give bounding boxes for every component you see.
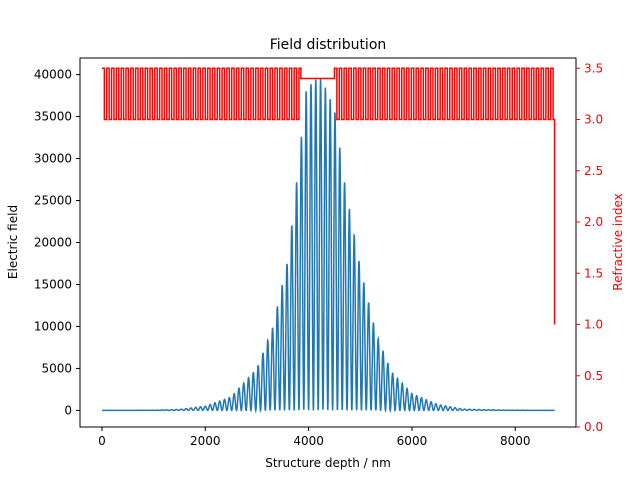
x-tick-label: 0	[98, 434, 106, 448]
left-y-axis-ticks: 0 5000 10000 15000 20000 25000 30000 35000 40000	[34, 68, 80, 417]
right-y-tick-label: 2.5	[584, 164, 603, 178]
left-y-tick-label: 10000	[34, 319, 72, 333]
right-y-tick-label: 1.5	[584, 266, 603, 280]
right-y-tick-label: 0.5	[584, 369, 603, 383]
x-axis-label: Structure depth / nm	[265, 456, 391, 470]
right-y-tick-label: 3.0	[584, 113, 603, 127]
x-tick-label: 2000	[190, 434, 221, 448]
left-y-tick-label: 25000	[34, 194, 72, 208]
right-y-axis-ticks: 0.0 0.5 1.0 1.5 2.0 2.5 3.0 3.5	[576, 61, 603, 434]
plot-area	[101, 67, 556, 414]
x-tick-label: 6000	[397, 434, 428, 448]
left-y-tick-label: 15000	[34, 277, 72, 291]
right-y-tick-label: 2.0	[584, 215, 603, 229]
electric-field-line	[101, 78, 555, 414]
x-axis-ticks: 0 2000 4000 6000 8000	[98, 427, 531, 448]
x-tick-label: 4000	[293, 434, 324, 448]
left-y-tick-label: 30000	[34, 152, 72, 166]
left-y-tick-label: 0	[64, 403, 72, 417]
left-y-tick-label: 5000	[41, 361, 72, 375]
chart-title: Field distribution	[270, 37, 387, 53]
left-y-tick-label: 20000	[34, 236, 72, 250]
x-tick-label: 8000	[500, 434, 531, 448]
left-y-tick-label: 40000	[34, 68, 72, 82]
refractive-index-line	[101, 67, 556, 325]
right-y-tick-label: 1.0	[584, 318, 603, 332]
left-y-axis-label: Electric field	[6, 205, 20, 279]
right-y-tick-label: 3.5	[584, 61, 603, 75]
right-y-axis-label: Refractive index	[611, 193, 625, 290]
right-y-tick-label: 0.0	[584, 420, 603, 434]
left-y-tick-label: 35000	[34, 110, 72, 124]
